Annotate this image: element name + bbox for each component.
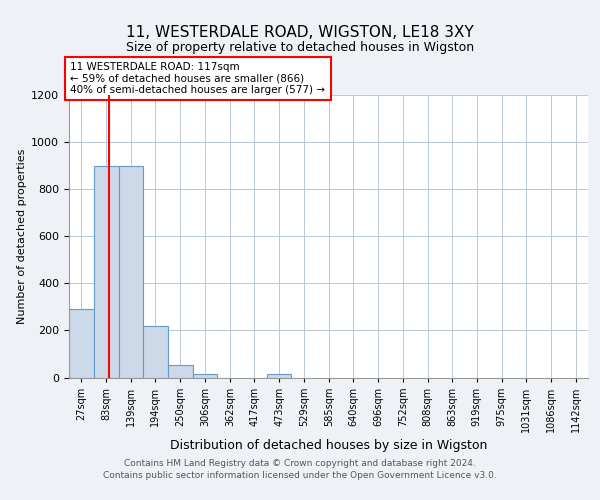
Y-axis label: Number of detached properties: Number of detached properties <box>17 148 27 324</box>
Text: 11, WESTERDALE ROAD, WIGSTON, LE18 3XY: 11, WESTERDALE ROAD, WIGSTON, LE18 3XY <box>126 25 474 40</box>
Text: Contains HM Land Registry data © Crown copyright and database right 2024.: Contains HM Land Registry data © Crown c… <box>124 460 476 468</box>
Bar <box>94 166 119 378</box>
Bar <box>143 326 168 378</box>
Bar <box>168 364 193 378</box>
Bar <box>69 309 94 378</box>
Text: Contains public sector information licensed under the Open Government Licence v3: Contains public sector information licen… <box>103 472 497 480</box>
Bar <box>119 166 143 378</box>
Bar <box>266 374 292 378</box>
Bar <box>193 374 217 378</box>
Text: Size of property relative to detached houses in Wigston: Size of property relative to detached ho… <box>126 41 474 54</box>
X-axis label: Distribution of detached houses by size in Wigston: Distribution of detached houses by size … <box>170 439 487 452</box>
Text: 11 WESTERDALE ROAD: 117sqm
← 59% of detached houses are smaller (866)
40% of sem: 11 WESTERDALE ROAD: 117sqm ← 59% of deta… <box>70 62 325 95</box>
